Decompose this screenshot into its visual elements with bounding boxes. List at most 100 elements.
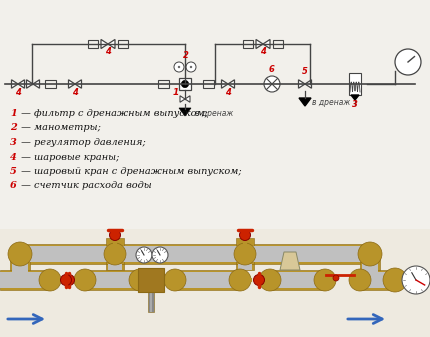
Bar — [85, 272, 140, 288]
Bar — [175, 272, 240, 288]
Circle shape — [110, 229, 120, 241]
Bar — [12, 254, 28, 280]
Bar — [236, 238, 254, 264]
Text: 4: 4 — [260, 47, 266, 56]
Bar — [108, 264, 122, 270]
Text: 5: 5 — [10, 167, 17, 176]
Text: 2: 2 — [10, 123, 17, 132]
Circle shape — [240, 229, 251, 241]
Bar — [238, 238, 252, 264]
Circle shape — [349, 269, 371, 291]
Text: — регулятор давления;: — регулятор давления; — [18, 138, 146, 147]
Polygon shape — [351, 95, 359, 100]
Bar — [0, 270, 50, 290]
Circle shape — [61, 275, 71, 285]
Bar — [236, 264, 254, 270]
Polygon shape — [12, 80, 18, 88]
Bar — [362, 254, 378, 280]
Text: 4: 4 — [15, 88, 21, 97]
Circle shape — [234, 243, 256, 265]
Polygon shape — [221, 80, 228, 88]
Polygon shape — [228, 80, 234, 88]
Bar — [108, 238, 122, 264]
Bar — [349, 73, 361, 95]
Bar — [273, 40, 283, 48]
Polygon shape — [298, 80, 305, 88]
Polygon shape — [280, 252, 300, 270]
Bar — [270, 272, 325, 288]
Text: 1: 1 — [173, 88, 179, 97]
Bar — [10, 254, 30, 280]
Text: 2: 2 — [183, 51, 189, 60]
Bar — [138, 268, 164, 292]
Bar — [243, 40, 253, 48]
Circle shape — [39, 269, 61, 291]
Circle shape — [264, 76, 280, 92]
Circle shape — [314, 269, 336, 291]
Circle shape — [129, 269, 151, 291]
Text: 5: 5 — [302, 67, 308, 76]
Bar — [0, 229, 430, 337]
Polygon shape — [299, 98, 311, 106]
Circle shape — [402, 266, 430, 294]
Bar — [238, 264, 252, 270]
Text: — манометры;: — манометры; — [18, 123, 101, 132]
Circle shape — [164, 269, 186, 291]
Circle shape — [178, 66, 180, 68]
Circle shape — [136, 247, 152, 263]
Bar — [270, 270, 325, 290]
Circle shape — [104, 243, 126, 265]
Text: 4: 4 — [225, 88, 231, 97]
Polygon shape — [305, 80, 311, 88]
Bar — [157, 80, 169, 88]
Bar — [360, 272, 400, 288]
Polygon shape — [33, 80, 40, 88]
Text: в дренаж: в дренаж — [195, 109, 233, 118]
Circle shape — [64, 275, 74, 285]
Bar — [85, 270, 140, 290]
Polygon shape — [18, 80, 25, 88]
Circle shape — [8, 242, 32, 266]
Bar — [118, 40, 128, 48]
Bar — [148, 292, 154, 312]
Text: — счетчик расхода воды: — счетчик расхода воды — [18, 182, 152, 190]
Polygon shape — [185, 96, 190, 102]
Bar — [88, 40, 98, 48]
Polygon shape — [179, 108, 191, 116]
Text: 4: 4 — [10, 153, 17, 161]
Polygon shape — [263, 39, 270, 49]
Circle shape — [395, 49, 421, 75]
Polygon shape — [108, 39, 115, 49]
Text: 4: 4 — [105, 47, 111, 56]
Text: 6: 6 — [10, 182, 17, 190]
Bar — [20, 244, 370, 264]
Circle shape — [174, 62, 184, 72]
Circle shape — [186, 62, 196, 72]
Bar — [106, 264, 124, 270]
Bar — [203, 80, 214, 88]
Text: — шаровый кран с дренажным выпуском;: — шаровый кран с дренажным выпуском; — [18, 167, 242, 176]
Circle shape — [254, 275, 264, 285]
Bar — [0, 272, 50, 288]
Text: 6: 6 — [269, 65, 275, 74]
Bar — [150, 292, 152, 312]
Bar — [360, 254, 380, 280]
Circle shape — [229, 269, 251, 291]
Text: 1: 1 — [10, 109, 17, 118]
Bar — [44, 80, 55, 88]
Text: в дренаж: в дренаж — [312, 98, 350, 107]
Bar — [106, 238, 124, 264]
Circle shape — [333, 275, 339, 281]
Text: — шаровые краны;: — шаровые краны; — [18, 153, 120, 161]
Circle shape — [181, 81, 189, 88]
Polygon shape — [68, 80, 75, 88]
Text: 4: 4 — [72, 88, 78, 97]
Polygon shape — [75, 80, 82, 88]
Circle shape — [74, 269, 96, 291]
Polygon shape — [180, 96, 185, 102]
Text: 3: 3 — [10, 138, 17, 147]
Bar — [175, 270, 240, 290]
Bar — [20, 246, 370, 262]
Circle shape — [383, 268, 407, 292]
Circle shape — [259, 269, 281, 291]
